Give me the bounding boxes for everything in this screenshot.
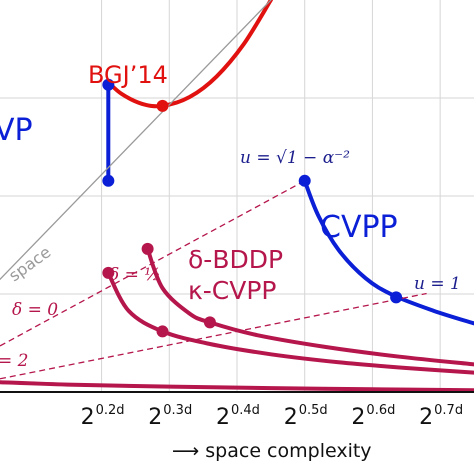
data-point-2 xyxy=(156,99,169,112)
data-point-6 xyxy=(141,242,154,255)
series-dashed-upper xyxy=(0,180,306,347)
delta-two-annotation: = 2 xyxy=(0,351,28,371)
data-point-8 xyxy=(203,316,216,329)
data-point-7 xyxy=(156,325,169,338)
points-layer xyxy=(102,78,403,338)
series-space xyxy=(0,0,272,280)
data-point-5 xyxy=(102,266,115,279)
x-tick-label-2: 20.4d xyxy=(216,403,260,430)
series-dashed-lower xyxy=(0,292,427,380)
x-tick-label-4: 20.6d xyxy=(351,403,395,430)
series-delta-0 xyxy=(106,270,474,375)
data-point-3 xyxy=(298,174,311,187)
delta-half-annotation: δ = ½ xyxy=(109,265,161,285)
series-layer xyxy=(0,0,474,392)
x-axis-label: ⟶ space complexity xyxy=(172,440,372,462)
vp-label: VP xyxy=(0,113,33,148)
x-tick-label-1: 20.3d xyxy=(148,403,192,430)
x-tick-labels: 20.2d 20.3d 20.4d 20.5d 20.6d 20.7d xyxy=(81,403,464,430)
x-tick-label-0: 20.2d xyxy=(81,403,125,430)
grid xyxy=(0,0,474,392)
u-sqrt-annotation: u = √1 − α⁻² xyxy=(240,148,350,168)
bgj14-label: BGJ’14 xyxy=(88,61,168,89)
delta-zero-annotation: δ = 0 xyxy=(12,300,58,320)
x-tick-label-5: 20.7d xyxy=(419,403,463,430)
series-cvpp xyxy=(302,178,474,326)
data-point-1 xyxy=(102,174,115,187)
delta-bddp-label: δ-BDDP xyxy=(188,245,283,274)
series-delta-2 xyxy=(0,380,474,392)
data-point-4 xyxy=(390,291,403,304)
x-tick-label-3: 20.5d xyxy=(284,403,328,430)
u-one-annotation: u = 1 xyxy=(414,274,461,294)
data-point-0 xyxy=(102,78,115,91)
cvpp-label: CVPP xyxy=(320,210,398,245)
kappa-cvpp-label: κ-CVPP xyxy=(188,276,276,305)
series-bgj-14 xyxy=(106,0,273,109)
